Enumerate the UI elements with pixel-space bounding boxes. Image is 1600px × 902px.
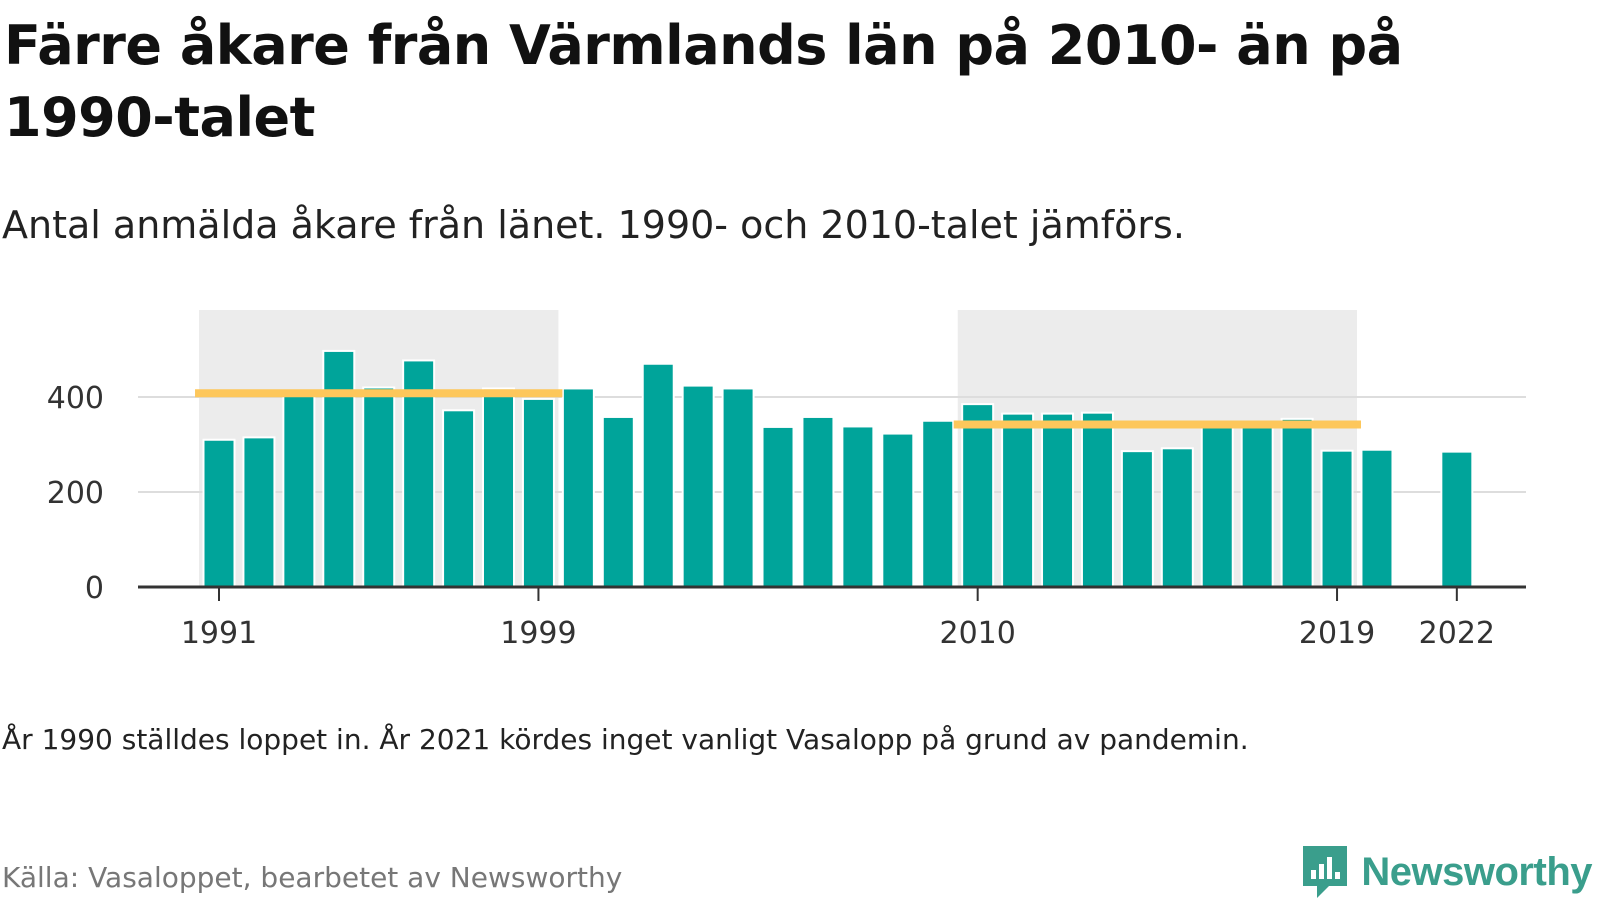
bar-1995 [362, 386, 396, 588]
bar-1997 [442, 409, 476, 588]
bar-2019 [1320, 449, 1354, 588]
footnote: År 1990 ställdes loppet in. År 2021 körd… [2, 723, 1249, 756]
y-tick-labels: 0 200 400 [47, 381, 104, 606]
bar-chart: 0 200 400 1991 1999 2010 2019 2022 [47, 310, 1526, 651]
bar-1994 [322, 349, 356, 588]
bar-1993 [282, 391, 316, 588]
x-tick-label-2010: 2010 [939, 616, 1015, 651]
x-tick-label-1991: 1991 [181, 616, 257, 651]
bar-2014 [1120, 450, 1154, 588]
bar-2007 [841, 425, 875, 588]
bar-2011 [1001, 412, 1035, 588]
bar-2013 [1080, 411, 1114, 588]
x-tick-label-2022: 2022 [1419, 616, 1495, 651]
bar-2015 [1160, 447, 1194, 588]
bar-2010 [961, 403, 995, 588]
brand-logo: Newsworthy [1299, 842, 1592, 902]
chart-title: Färre åkare från Värmlands län på 2010- … [4, 14, 1403, 149]
y-tick-label-200: 200 [47, 476, 104, 511]
bar-2017 [1240, 424, 1274, 588]
bar-2004 [721, 387, 755, 588]
bar-2002 [641, 362, 675, 588]
x-tick-labels: 1991 1999 2010 2019 2022 [181, 616, 1495, 651]
bar-2009 [921, 419, 955, 588]
average-lines [195, 389, 1362, 429]
bar-1998 [482, 387, 516, 588]
bar-1999 [521, 397, 555, 589]
bar-2000 [561, 387, 595, 588]
bar-2016 [1200, 424, 1234, 588]
bar-2012 [1041, 412, 1075, 588]
bar-2020 [1360, 448, 1394, 588]
bar-2006 [801, 415, 835, 588]
bar-2018 [1280, 417, 1314, 588]
source-credit: Källa: Vasaloppet, bearbetet av Newswort… [2, 861, 623, 894]
y-tick-label-400: 400 [47, 381, 104, 416]
brand-name: Newsworthy [1361, 849, 1592, 894]
newsworthy-logo-icon [1303, 846, 1348, 898]
bar-2008 [881, 432, 915, 588]
y-tick-label-0: 0 [85, 571, 104, 606]
x-axis [138, 585, 1526, 601]
x-tick-label-2019: 2019 [1299, 616, 1375, 651]
bar-2001 [601, 415, 635, 588]
x-tick-label-1999: 1999 [500, 616, 576, 651]
bar-1992 [242, 436, 276, 588]
bar-1991 [202, 438, 236, 588]
chart-subtitle: Antal anmälda åkare från länet. 1990- oc… [2, 203, 1185, 247]
bar-1996 [402, 359, 436, 588]
bar-2005 [761, 425, 795, 588]
bar-2022 [1440, 450, 1474, 588]
bar-2003 [681, 384, 715, 588]
